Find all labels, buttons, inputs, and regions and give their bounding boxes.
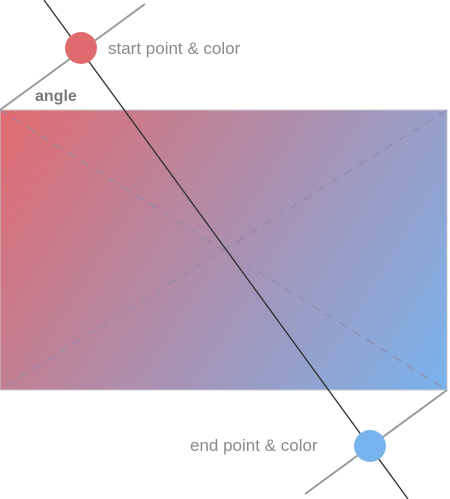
end-point-handle[interactable]	[354, 430, 386, 462]
diagonal-dash-2	[0, 109, 448, 391]
gradient-axis-line	[43, 0, 409, 499]
angle-label: angle	[35, 88, 77, 105]
end-point-label: end point & color	[190, 436, 318, 455]
start-point-label: start point & color	[108, 39, 241, 58]
start-point-handle[interactable]	[65, 32, 97, 64]
